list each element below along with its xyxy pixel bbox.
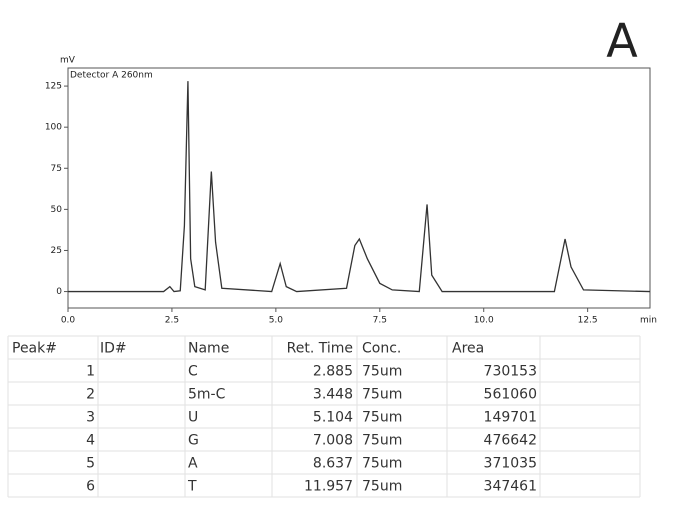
table-cell: A xyxy=(188,456,198,472)
y-unit: mV xyxy=(60,56,76,66)
table-header: Ret. Time xyxy=(287,341,353,357)
table-header: Peak# xyxy=(12,341,57,357)
y-tick-label: 25 xyxy=(51,246,62,256)
table-cell: 5m-C xyxy=(188,387,226,403)
table-cell: T xyxy=(187,479,197,495)
panel-label: A xyxy=(606,14,638,68)
table-cell: 75um xyxy=(362,433,402,449)
x-tick-label: 5.0 xyxy=(269,316,284,326)
table-cell: 7.008 xyxy=(313,433,353,449)
x-tick-label: 12.5 xyxy=(578,316,598,326)
table-cell: 5.104 xyxy=(313,410,353,426)
table-cell: 149701 xyxy=(484,410,537,426)
table-header: Name xyxy=(188,341,229,357)
table-cell: C xyxy=(188,364,198,380)
table-cell: 730153 xyxy=(484,364,537,380)
x-tick-label: 7.5 xyxy=(373,316,387,326)
table-cell: G xyxy=(188,433,199,449)
x-tick-label: 2.5 xyxy=(165,316,179,326)
table-cell: 371035 xyxy=(484,456,537,472)
table-cell: 75um xyxy=(362,456,402,472)
y-tick-label: 100 xyxy=(45,123,62,133)
x-unit: min xyxy=(640,316,657,326)
table-cell: 3.448 xyxy=(313,387,353,403)
table-cell: 11.957 xyxy=(304,479,353,495)
x-tick-label: 0.0 xyxy=(61,316,76,326)
table-cell: 3 xyxy=(86,410,95,426)
table-cell: 2 xyxy=(86,387,95,403)
table-cell: 75um xyxy=(362,479,402,495)
trace xyxy=(68,81,651,293)
table-cell: 75um xyxy=(362,410,402,426)
table-cell: 1 xyxy=(86,364,95,380)
plot-frame xyxy=(67,67,651,309)
y-tick-label: 125 xyxy=(45,82,62,92)
x-tick-label: 10.0 xyxy=(474,316,494,326)
table-header: ID# xyxy=(100,341,127,357)
y-tick-label: 0 xyxy=(56,287,62,297)
table-cell: 4 xyxy=(86,433,95,449)
table-cell: 8.637 xyxy=(313,456,353,472)
detector-label: Detector A 260nm xyxy=(70,71,153,81)
table-cell: 347461 xyxy=(484,479,537,495)
y-tick-label: 50 xyxy=(51,205,63,215)
table-cell: 75um xyxy=(362,387,402,403)
table-cell: 561060 xyxy=(484,387,537,403)
table-cell: 2.885 xyxy=(313,364,353,380)
y-tick-label: 75 xyxy=(51,164,62,174)
table-cell: 5 xyxy=(86,456,95,472)
table-cell: 476642 xyxy=(484,433,537,449)
table-header: Area xyxy=(452,341,484,357)
table-cell: 6 xyxy=(86,479,95,495)
table-cell: U xyxy=(188,410,198,426)
table-header: Conc. xyxy=(362,341,401,357)
table-cell: 75um xyxy=(362,364,402,380)
